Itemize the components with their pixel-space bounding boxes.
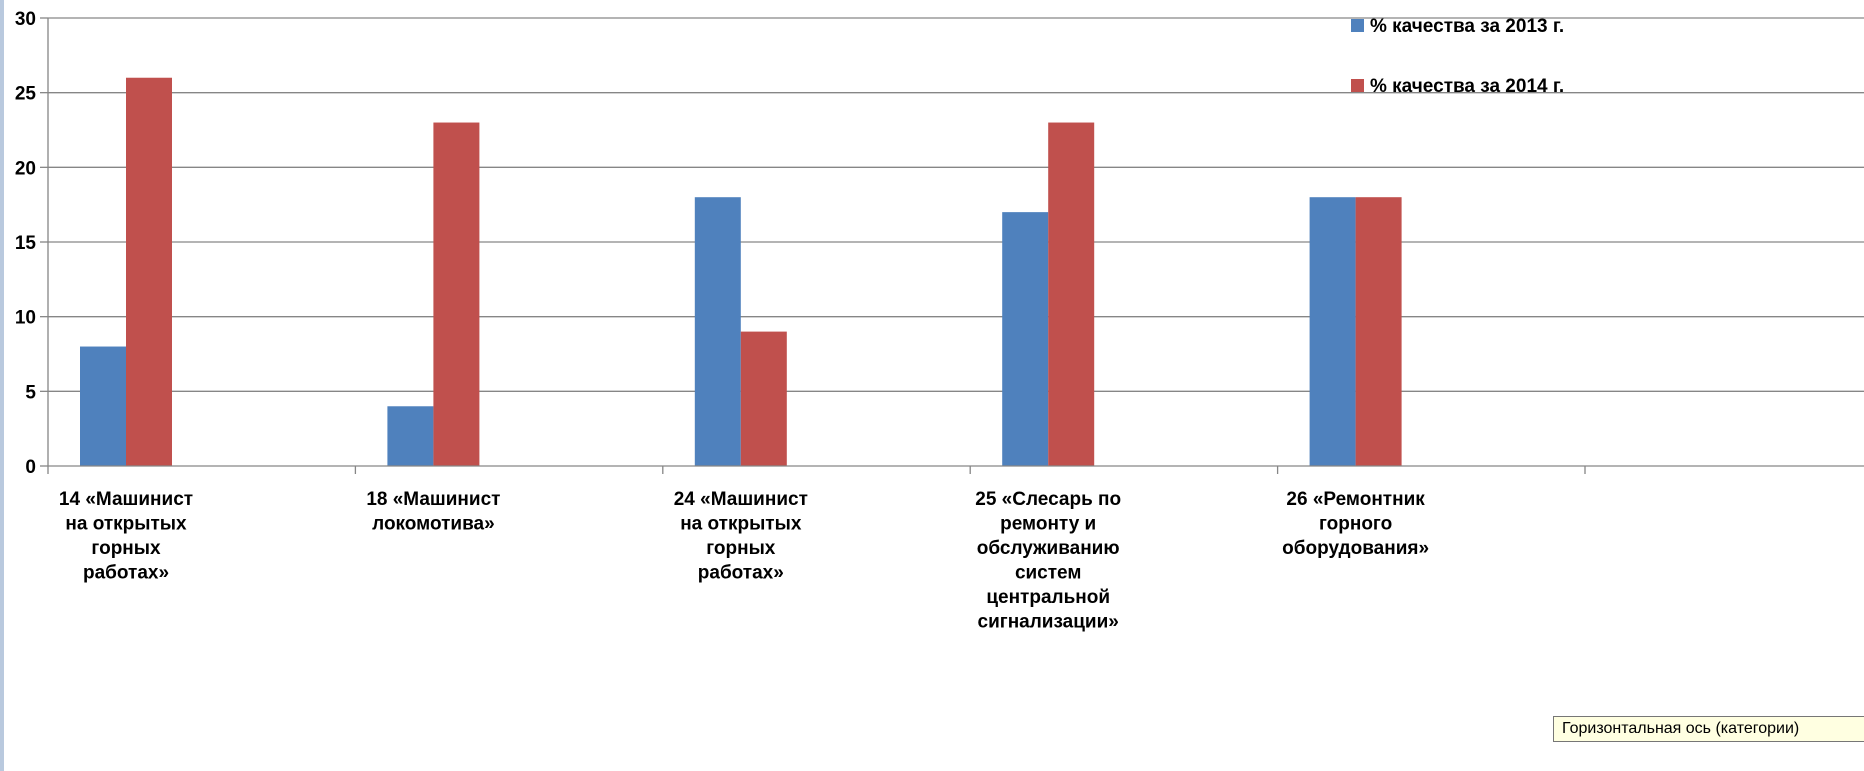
axis-tooltip: Горизонтальная ось (категории) [1553, 716, 1864, 742]
category-label[interactable]: 25 «Слесарь по ремонту и обслуживанию систе… [975, 489, 1121, 633]
legend-label: % качества за 2013 г. [1370, 16, 1564, 37]
y-tick-label: 5 [25, 382, 36, 403]
bar-2013 [1309, 197, 1356, 466]
category-label[interactable]: 24 «Машинист на открытых горных работах» [674, 489, 808, 584]
window-left-edge [0, 0, 4, 771]
category-label[interactable]: 26 «Ремонтник горного оборудования» [1282, 489, 1429, 559]
bar-2013 [80, 346, 126, 466]
y-tick-label: 0 [25, 457, 36, 478]
y-tick-label: 10 [15, 308, 36, 329]
bar-2013 [387, 406, 434, 466]
bar-2014 [1048, 122, 1095, 467]
y-axis-tick-labels: 0 5 10 15 20 25 30 [15, 9, 37, 478]
bar-2014 [433, 122, 480, 467]
y-tick-label: 20 [15, 158, 36, 179]
category-label[interactable]: 14 «Машинист на открытых горных работах» [59, 489, 193, 584]
axes [40, 17, 1864, 474]
category-label[interactable]: 18 «Машинист локомотива» [366, 489, 500, 535]
bar-2013 [1002, 212, 1049, 466]
bars [80, 77, 1402, 467]
x-axis-category-labels[interactable]: 14 «Машинист на открытых горных работах» 18 … [59, 489, 1429, 633]
legend-swatch [1351, 19, 1364, 32]
bar-2014 [740, 331, 787, 466]
y-tick-label: 30 [15, 9, 36, 30]
gridlines [48, 17, 1864, 392]
legend: % качества за 2013 г. % качества за 2014 … [1351, 16, 1564, 97]
bar-2014 [126, 77, 172, 466]
legend-label: % качества за 2014 г. [1370, 76, 1564, 97]
y-tick-label: 25 [15, 84, 37, 105]
legend-swatch [1351, 79, 1364, 92]
bar-2014 [1355, 197, 1402, 466]
bar-2013 [694, 197, 741, 466]
y-tick-label: 15 [15, 233, 37, 254]
